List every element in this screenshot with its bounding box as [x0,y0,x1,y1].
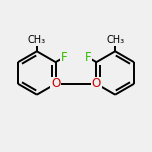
Text: O: O [51,77,60,90]
Text: CH₃: CH₃ [28,35,46,45]
Text: CH₃: CH₃ [106,35,124,45]
Text: F: F [61,51,67,64]
Text: F: F [85,51,91,64]
Text: O: O [92,77,101,90]
